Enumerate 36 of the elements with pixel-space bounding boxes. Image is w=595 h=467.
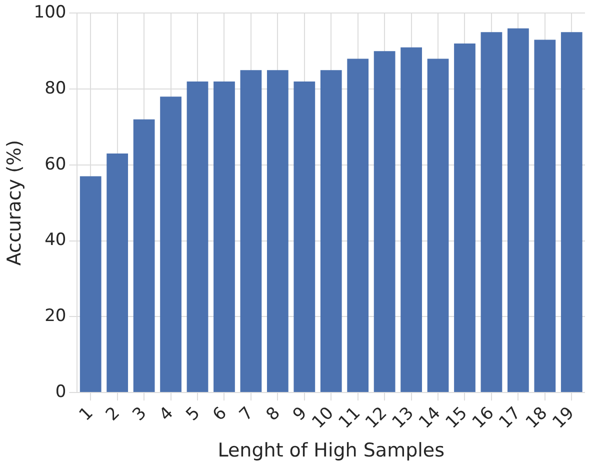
x-tick-label: 1 [75, 403, 98, 426]
bar [427, 58, 449, 392]
x-tick-label: 8 [262, 403, 284, 426]
x-tick-label: 6 [209, 403, 231, 426]
y-tick-label: 80 [44, 78, 66, 98]
bar [240, 70, 262, 392]
x-tick-label: 13 [388, 403, 418, 433]
bar [294, 81, 316, 392]
y-tick-label: 0 [55, 382, 66, 402]
x-tick-label: 4 [156, 403, 178, 426]
y-tick-label: 60 [44, 154, 66, 174]
bar [320, 70, 342, 392]
y-tick-label: 40 [44, 230, 66, 250]
bar [186, 81, 208, 392]
y-tick-label: 20 [44, 306, 66, 326]
bar [454, 44, 476, 392]
bar [106, 154, 128, 392]
x-tick-label: 7 [236, 403, 258, 426]
bar [214, 81, 235, 392]
x-tick-label: 5 [182, 403, 204, 426]
y-tick-label: 100 [34, 2, 66, 23]
bar [347, 58, 369, 392]
bar [560, 32, 582, 392]
bar [160, 96, 182, 392]
bar [400, 47, 422, 392]
bar [80, 176, 102, 392]
bar [133, 119, 155, 392]
bar [266, 70, 288, 392]
bar [534, 40, 556, 392]
x-tick-label: 2 [102, 403, 124, 426]
bar [374, 51, 396, 392]
y-axis-title: Accuracy (%) [3, 140, 26, 266]
bar [508, 28, 529, 392]
x-tick-label: 3 [128, 403, 151, 426]
x-axis-title: Lenght of High Samples [218, 440, 445, 462]
bar [480, 32, 502, 392]
